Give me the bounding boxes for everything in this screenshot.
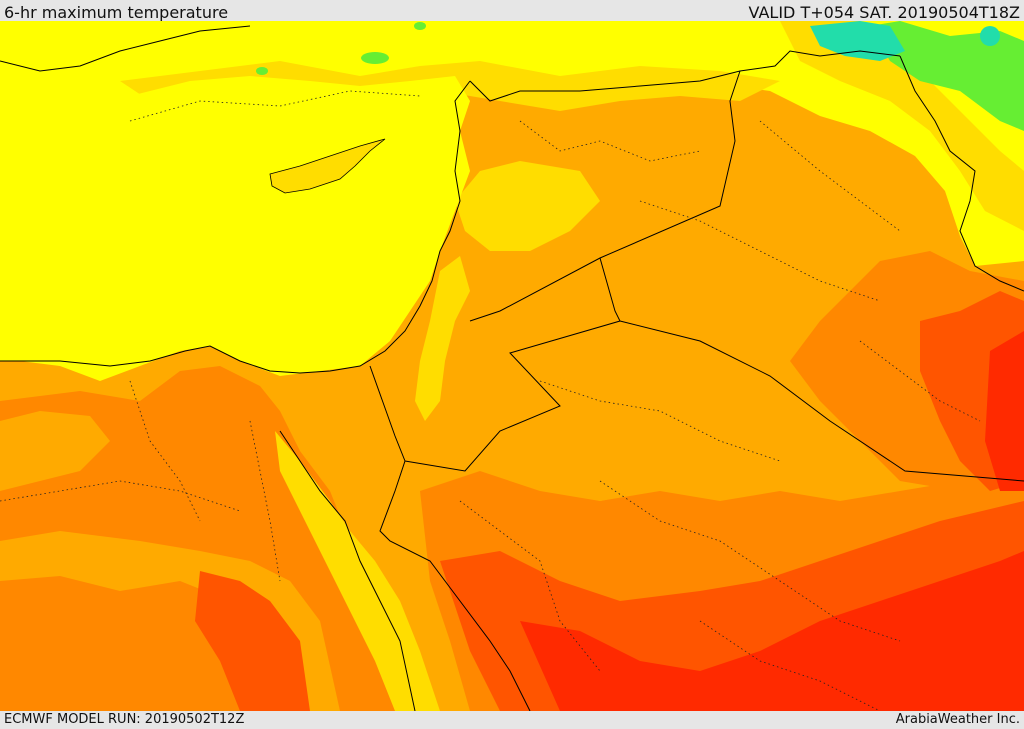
field-orange-nile [0,411,110,491]
field-red-saudi-south [520,551,1024,711]
map-footer: ECMWF MODEL RUN: 20190502T12Z ArabiaWeat… [0,711,1024,729]
credit-label: ArabiaWeather Inc. [895,712,1020,727]
field-green-spot-1 [361,52,389,64]
field-green-spot-3 [414,22,426,30]
admin-borders [0,90,981,711]
field-green-iran [870,21,1024,131]
model-run-label: ECMWF MODEL RUN: 20190502T12Z [4,712,245,727]
field-teal-iran [810,21,905,61]
country-borders [0,25,1024,711]
field-orange-interior [500,341,720,501]
temperature-map [0,21,1024,711]
field-red-gulf [985,331,1024,491]
field-green-spot-2 [256,67,268,75]
field-light-orange-levant [415,256,470,421]
field-red-orange-egypt [195,571,310,711]
temperature-map-canvas [0,21,1024,711]
map-header: 6-hr maximum temperature VALID T+054 SAT… [0,0,1024,22]
field-light-orange-syria [455,161,600,251]
field-red-sea [275,431,440,711]
island-cyprus [269,138,386,194]
valid-time-label: VALID T+054 SAT. 20190504T18Z [748,3,1020,22]
field-teal-spot [980,26,1000,46]
map-title: 6-hr maximum temperature [4,3,229,22]
